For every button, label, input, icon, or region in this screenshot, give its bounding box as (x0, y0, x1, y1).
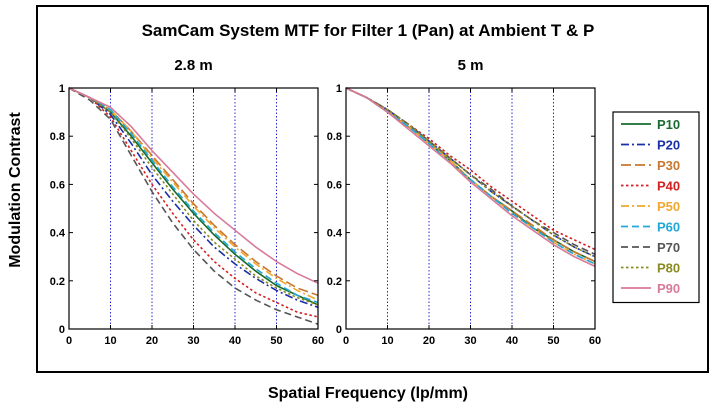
series-group (345, 87, 596, 268)
y-tick-label: 0.2 (327, 276, 342, 288)
figure-frame (36, 5, 709, 373)
panel-2-8m: 2.8 m 0 10 20 30 40 50 60 0 0.2 0.4 0.6 0.8 1 (50, 57, 324, 347)
x-tick-label: 10 (104, 335, 116, 347)
series-line-p20 (68, 87, 319, 309)
legend: P10 P20 P30 P40 P50 P60 P70 P80 P90 (612, 111, 700, 304)
x-tick-label: 20 (146, 335, 158, 347)
y-axis-label: Modulation Contrast (7, 112, 24, 268)
x-tick-label: 20 (423, 335, 435, 347)
series-line-p90 (68, 87, 319, 284)
y-tick-label: 0.6 (50, 179, 65, 191)
legend-label-p20: P20 (657, 138, 680, 153)
x-tick-label: 50 (270, 335, 282, 347)
x-tick-label: 50 (547, 335, 559, 347)
x-tick-label: 10 (381, 335, 393, 347)
series-line-p60 (68, 87, 319, 304)
figure-title: SamCam System MTF for Filter 1 (Pan) at … (142, 21, 595, 40)
panel-5m: 5 m 0 10 20 30 40 50 60 0 0.2 0.4 0.6 0.8 1 (327, 57, 601, 347)
legend-label-p80: P80 (657, 261, 680, 276)
y-tick-label: 0.4 (50, 228, 66, 240)
x-tick-label: 0 (66, 335, 72, 347)
legend-label-p60: P60 (657, 220, 680, 235)
panel-title: 2.8 m (174, 57, 212, 74)
legend-label-p70: P70 (657, 240, 680, 255)
legend-label-p10: P10 (657, 117, 680, 132)
series-line-p70 (68, 87, 319, 325)
series-line-p50 (68, 87, 319, 301)
x-tick-label: 0 (343, 335, 349, 347)
panel-title: 5 m (458, 57, 484, 74)
y-tick-label: 0.4 (327, 228, 343, 240)
x-tick-label: 60 (589, 335, 601, 347)
y-tick-label: 0 (336, 324, 342, 336)
x-tick-label: 60 (312, 335, 324, 347)
y-tick-label: 0.8 (327, 131, 342, 143)
x-tick-label: 40 (506, 335, 518, 347)
x-tick-label: 30 (464, 335, 476, 347)
legend-label-p90: P90 (657, 281, 680, 296)
y-tick-label: 0.6 (327, 179, 342, 191)
series-group (68, 87, 319, 325)
legend-box (612, 111, 700, 304)
y-tick-label: 0 (59, 324, 65, 336)
x-tick-label: 40 (229, 335, 241, 347)
series-line-p10 (68, 87, 319, 306)
series-line-p90 (345, 87, 596, 268)
x-axis-label: Spatial Frequency (lp/mm) (268, 385, 468, 402)
y-tick-label: 0.2 (50, 276, 65, 288)
legend-label-p40: P40 (657, 179, 680, 194)
legend-label-p50: P50 (657, 199, 680, 214)
y-tick-label: 1 (59, 83, 65, 95)
series-line-p40 (68, 87, 319, 318)
series-line-p80 (345, 87, 596, 258)
x-tick-label: 30 (187, 335, 199, 347)
legend-label-p30: P30 (657, 158, 680, 173)
y-tick-label: 1 (336, 83, 342, 95)
y-tick-label: 0.8 (50, 131, 65, 143)
series-line-p80 (68, 87, 319, 306)
